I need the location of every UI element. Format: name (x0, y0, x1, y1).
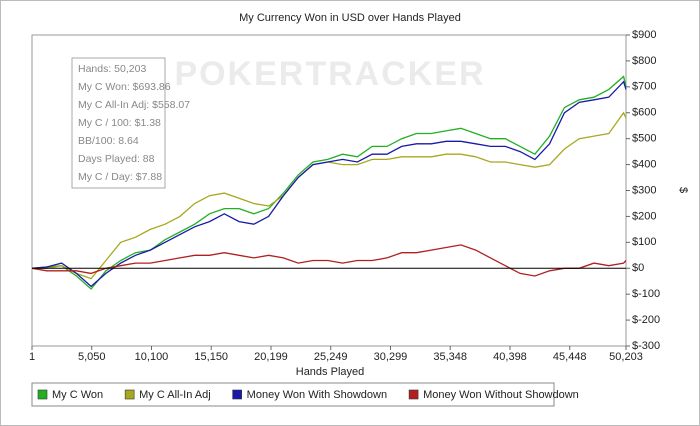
series-line (31, 244, 627, 277)
info-line: Days Played: 88 (78, 153, 155, 165)
series-line (31, 75, 627, 290)
x-tick-label: 1 (29, 351, 35, 363)
x-tick-label: 10,100 (135, 351, 169, 363)
y-tick-label: $700 (632, 81, 656, 93)
legend-swatch (408, 389, 419, 400)
info-line: My C / 100: $1.38 (78, 117, 161, 129)
info-line: BB/100: 8.64 (78, 135, 139, 147)
series-line (31, 80, 627, 288)
legend-swatch (232, 389, 242, 400)
x-tick-label: 20,199 (254, 351, 288, 363)
chart-title: My Currency Won in USD over Hands Played (239, 12, 461, 24)
legend: My C Won My C All-In Adj Money Won With Sh… (37, 389, 579, 401)
x-tick-label: 5,050 (78, 351, 106, 363)
y-tick-label: $500 (632, 133, 656, 145)
x-axis-label: Hands Played (296, 366, 365, 378)
x-tick-label: 15,150 (194, 351, 228, 363)
x-tick-label: 40,398 (493, 351, 527, 363)
y-tick-label: $100 (632, 236, 656, 248)
legend-swatch (37, 389, 48, 400)
y-tick-label: $800 (632, 55, 656, 67)
y-tick-label: $400 (632, 158, 656, 170)
y-tick-label: $600 (632, 107, 656, 119)
legend-box (31, 382, 555, 407)
y-tick-label: $-100 (632, 288, 660, 300)
info-line: My C / Day: $7.88 (78, 171, 162, 183)
y-tick-label: $300 (632, 184, 656, 196)
series-line (32, 111, 627, 280)
legend-label: Money Won Without Showdown (423, 389, 579, 401)
info-box: Hands: 50,203 My C Won: $693.86 My C All-I… (71, 57, 190, 189)
x-tick-label: 25,249 (314, 351, 348, 363)
y-tick-label: $-300 (632, 340, 660, 352)
x-tick-label: 30,299 (374, 351, 408, 363)
legend-label: Money Won With Showdown (247, 389, 387, 401)
x-tick-label: 45,448 (553, 351, 587, 363)
y-axis-label: $ (677, 187, 689, 193)
info-line: Hands: 50,203 (78, 63, 146, 75)
y-tick-label: $-200 (632, 314, 660, 326)
y-tick-label: $200 (632, 210, 656, 222)
info-line: My C Won: $693.86 (78, 81, 171, 93)
x-tick-label: 35,348 (433, 351, 467, 363)
legend-label: My C All-In Adj (139, 389, 211, 401)
legend-swatch (124, 389, 135, 400)
lines (31, 75, 627, 290)
y-tick-label: $900 (632, 29, 656, 41)
info-line: My C All-In Adj: $558.07 (78, 99, 190, 111)
watermark: POKERTRACKER (174, 55, 485, 93)
legend-label: My C Won (52, 389, 103, 401)
x-tick-label: 50,203 (609, 351, 643, 363)
y-tick-label: $0 (632, 262, 644, 274)
